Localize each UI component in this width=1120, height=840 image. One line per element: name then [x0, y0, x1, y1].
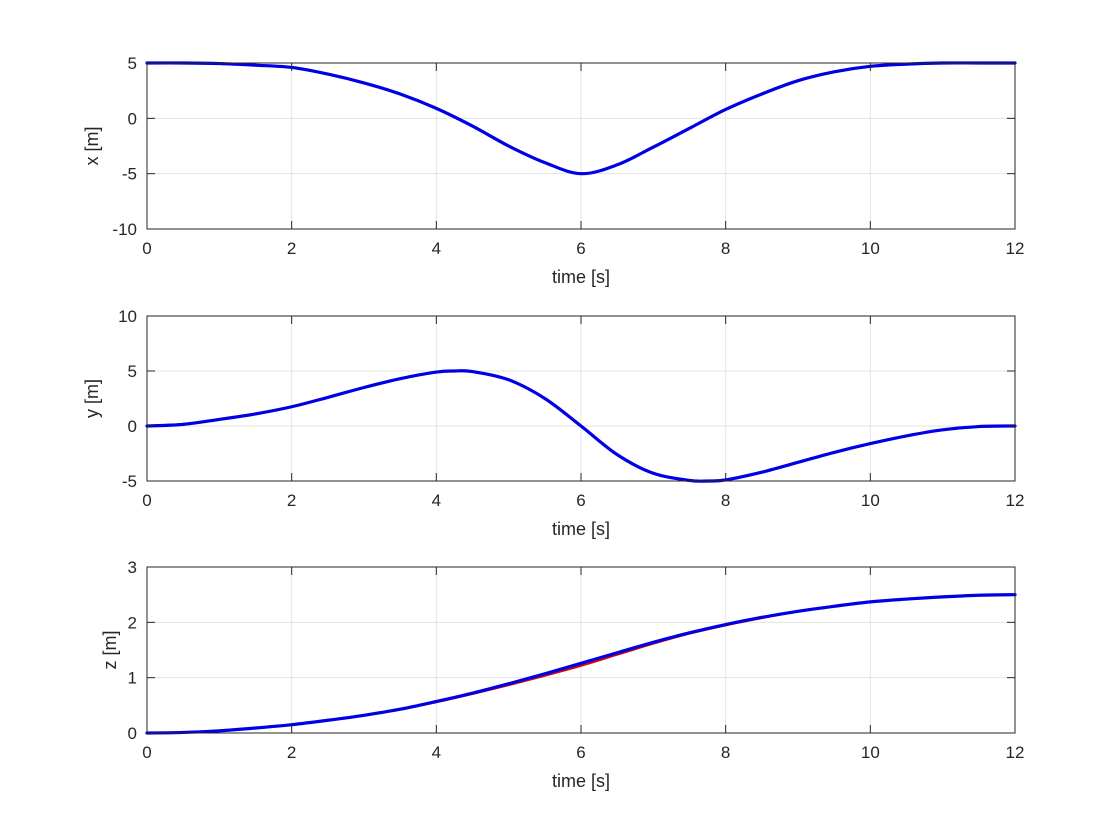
- y-tick-label: -5: [122, 165, 137, 184]
- y-tick-label: 3: [128, 558, 137, 577]
- plot-area: [145, 369, 1017, 483]
- x-tick-label: 12: [1006, 743, 1025, 762]
- x-tick-label: 10: [861, 743, 880, 762]
- x-tick-labels: 0 2 4 6 8 10 12: [142, 743, 1024, 762]
- y-tick-label: 5: [128, 362, 137, 381]
- x-tick-label: 2: [287, 239, 296, 258]
- x-axis-label: time [s]: [552, 267, 610, 287]
- tick-marks: [146, 315, 1016, 482]
- x-tick-label: 12: [1006, 491, 1025, 510]
- y-tick-labels: -5 0 5 10: [118, 307, 137, 491]
- subplot-x: 0 2 4 6 8 10 12 -10 -5 0 5 time [s] x [m]: [82, 54, 1024, 287]
- x-tick-label: 4: [432, 491, 441, 510]
- x-axis-label: time [s]: [552, 771, 610, 791]
- series-line-blue: [145, 593, 1017, 735]
- plot-area: [145, 593, 1017, 735]
- x-tick-label: 10: [861, 239, 880, 258]
- x-tick-label: 12: [1006, 239, 1025, 258]
- x-tick-label: 10: [861, 491, 880, 510]
- x-tick-label: 8: [721, 491, 730, 510]
- y-tick-label: -5: [122, 472, 137, 491]
- x-tick-label: 6: [576, 491, 585, 510]
- tick-marks: [146, 566, 1016, 734]
- y-tick-label: 0: [128, 417, 137, 436]
- x-tick-labels: 0 2 4 6 8 10 12: [142, 491, 1024, 510]
- x-tick-label: 6: [576, 239, 585, 258]
- y-axis-label: z [m]: [100, 631, 120, 670]
- y-tick-labels: -10 -5 0 5: [112, 54, 137, 239]
- y-axis-label: x [m]: [82, 127, 102, 166]
- y-axis-label: y [m]: [82, 379, 102, 418]
- x-tick-label: 8: [721, 743, 730, 762]
- tick-marks: [146, 62, 1016, 230]
- x-tick-label: 4: [432, 743, 441, 762]
- x-tick-labels: 0 2 4 6 8 10 12: [142, 239, 1024, 258]
- y-tick-label: 0: [128, 724, 137, 743]
- x-tick-label: 0: [142, 743, 151, 762]
- x-tick-label: 4: [432, 239, 441, 258]
- y-tick-label: 5: [128, 54, 137, 73]
- y-tick-label: 1: [128, 669, 137, 688]
- y-tick-label: 10: [118, 307, 137, 326]
- x-tick-label: 0: [142, 491, 151, 510]
- y-tick-label: 0: [128, 109, 137, 128]
- x-tick-label: 8: [721, 239, 730, 258]
- y-tick-label: -10: [112, 220, 137, 239]
- y-tick-label: 2: [128, 613, 137, 632]
- x-axis-label: time [s]: [552, 519, 610, 539]
- x-tick-label: 6: [576, 743, 585, 762]
- x-tick-label: 0: [142, 239, 151, 258]
- y-tick-labels: 0 1 2 3: [128, 558, 137, 743]
- series-line-blue: [145, 369, 1017, 483]
- x-tick-label: 2: [287, 491, 296, 510]
- x-tick-label: 2: [287, 743, 296, 762]
- subplot-y: 0 2 4 6 8 10 12 -5 0 5 10 time [s] y [m]: [82, 307, 1024, 539]
